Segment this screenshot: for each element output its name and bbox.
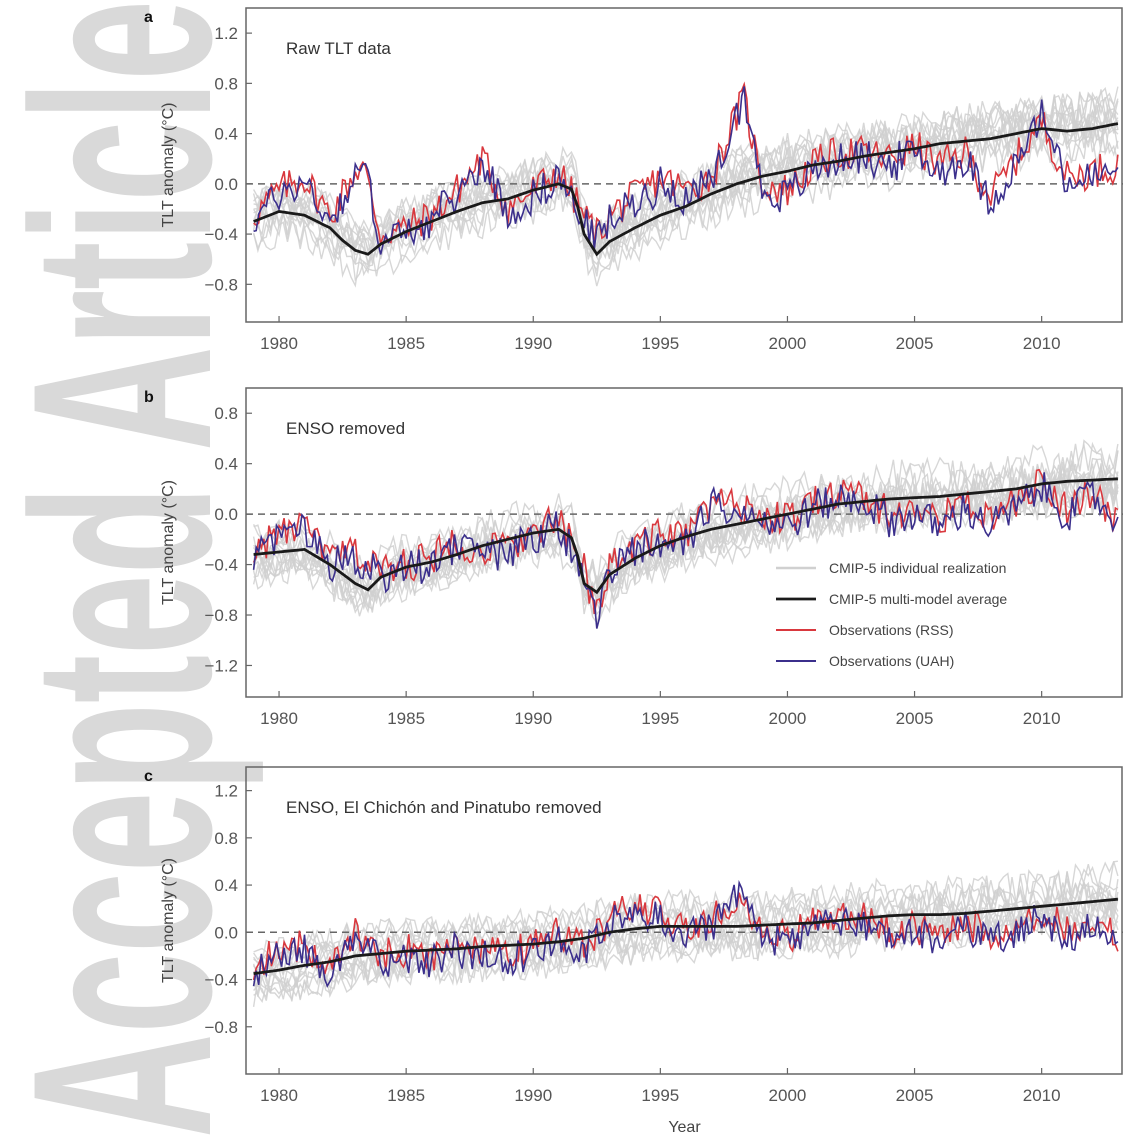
legend-label-individual: CMIP-5 individual realization — [829, 560, 1006, 576]
plot-area-b — [246, 439, 1123, 629]
y-tick-label: −0.4 — [204, 225, 238, 244]
y-tick-label: −0.8 — [204, 1018, 238, 1037]
x-tick-label: 2010 — [1023, 1086, 1061, 1105]
watermark-text: Accepted Article — [0, 0, 265, 1138]
legend-label-multimodel: CMIP-5 multi-model average — [829, 591, 1007, 607]
x-tick-label: 2000 — [769, 709, 807, 728]
observations-uah-line — [253, 86, 1119, 255]
x-tick-label: 1980 — [260, 334, 298, 353]
x-tick-label: 1995 — [641, 334, 679, 353]
panel-title: Raw TLT data — [286, 39, 391, 58]
y-tick-label: 0.8 — [214, 829, 238, 848]
panel-title: ENSO, El Chichón and Pinatubo removed — [286, 798, 602, 817]
cmip5-multimodel-average-line — [253, 122, 1119, 257]
y-tick-label: 0.4 — [214, 125, 238, 144]
panel-letter: a — [144, 9, 153, 26]
x-tick-label: 2005 — [896, 1086, 934, 1105]
observations-rss-line — [252, 892, 1119, 981]
plot-area-c — [246, 860, 1123, 1008]
legend-label-uah: Observations (UAH) — [829, 653, 954, 669]
observations-rss-line — [252, 468, 1119, 615]
x-tick-label: 2000 — [769, 1086, 807, 1105]
observations-rss-line — [253, 81, 1119, 248]
panel-c: −0.8 −0.4 0.0 0.4 0.8 1.2 1980 1985 1990 1995 2000… — [144, 766, 1123, 1136]
legend: CMIP-5 individual realization CMIP-5 mult… — [776, 560, 1007, 669]
plot-area-a — [246, 81, 1123, 288]
x-tick-label: 1990 — [514, 1086, 552, 1105]
y-axis-label: TLT anomaly (°C) — [160, 858, 177, 983]
legend-label-rss: Observations (RSS) — [829, 622, 953, 638]
y-tick-label: 0.4 — [214, 455, 238, 474]
y-tick-label: 1.2 — [214, 782, 238, 801]
y-tick-label: 0.0 — [214, 175, 238, 194]
x-tick-label: 1985 — [387, 709, 425, 728]
individual-realization-line — [252, 89, 1119, 246]
x-tick-label: 1980 — [260, 709, 298, 728]
y-tick-label: 0.8 — [214, 404, 238, 423]
panel-letter: b — [144, 389, 154, 406]
y-tick-label: 1.2 — [214, 24, 238, 43]
y-tick-label: 0.8 — [214, 74, 238, 93]
individual-realization-line — [253, 861, 1119, 964]
panel-b: −1.2 −0.8 −0.4 0.0 0.4 0.8 1980 1985 1990 1995 200… — [144, 387, 1123, 728]
y-axis-label: TLT anomaly (°C) — [160, 480, 177, 605]
x-axis-label: Year — [668, 1119, 701, 1136]
panel-letter: c — [144, 768, 153, 785]
individual-realization-line — [253, 87, 1119, 245]
y-axis-label: TLT anomaly (°C) — [160, 103, 177, 228]
cmip5-individual-realizations-a — [252, 86, 1119, 288]
plot-frame — [245, 7, 1123, 323]
individual-realization-line — [253, 93, 1119, 245]
x-tick-label: 2010 — [1023, 334, 1061, 353]
x-tick-label: 1980 — [260, 1086, 298, 1105]
y-tick-label: 0.0 — [214, 505, 238, 524]
individual-realization-line — [252, 463, 1119, 608]
y-tick-label: −0.4 — [204, 556, 238, 575]
individual-realization-line — [253, 860, 1118, 962]
x-tick-label: 2010 — [1023, 709, 1061, 728]
panel-title: ENSO removed — [286, 419, 405, 438]
x-tick-label: 1990 — [514, 709, 552, 728]
y-tick-label: 0.4 — [214, 876, 238, 895]
y-tick-label: −0.4 — [204, 971, 238, 990]
y-tick-label: 0.0 — [214, 923, 238, 942]
x-tick-label: 2000 — [769, 334, 807, 353]
plot-frame — [245, 387, 1123, 698]
x-tick-label: 1995 — [641, 709, 679, 728]
x-tick-label: 2005 — [896, 334, 934, 353]
panel-a: −0.8 −0.4 0.0 0.4 0.8 1.2 1980 1985 1990 1995 2000… — [144, 7, 1123, 353]
x-tick-label: 1990 — [514, 334, 552, 353]
y-tick-label: −0.8 — [204, 275, 238, 294]
observations-uah-line — [252, 879, 1119, 988]
plot-frame — [245, 766, 1123, 1075]
cmip5-multimodel-average-line — [253, 897, 1119, 975]
cmip5-multimodel-average-line — [253, 477, 1118, 595]
y-tick-label: −1.2 — [204, 656, 238, 675]
x-tick-label: 1995 — [641, 1086, 679, 1105]
y-tick-label: −0.8 — [204, 606, 238, 625]
x-tick-label: 1985 — [387, 1086, 425, 1105]
x-tick-label: 2005 — [896, 709, 934, 728]
x-tick-label: 1985 — [387, 334, 425, 353]
